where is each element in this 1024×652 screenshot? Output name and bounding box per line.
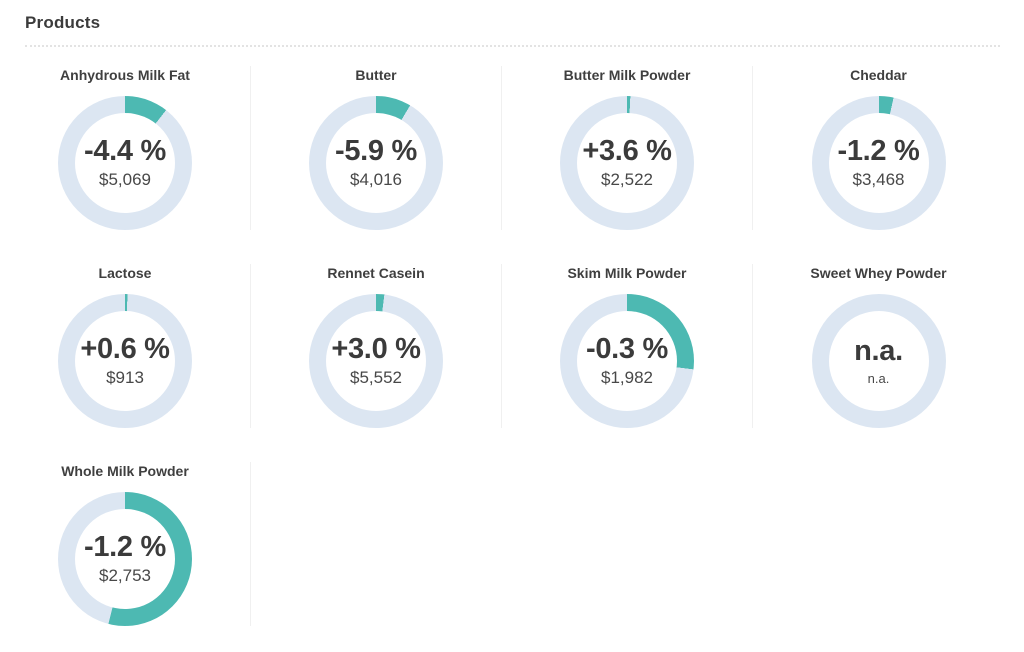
price-change-percent: -1.2 %: [837, 135, 920, 168]
average-price: $5,069: [99, 169, 151, 189]
average-price: $4,016: [350, 169, 402, 189]
donut-chart: +3.6 % $2,522: [560, 96, 694, 230]
product-card-whole-milk-powder[interactable]: Whole Milk Powder -1.2 % $2,753: [0, 462, 251, 626]
price-change-percent: -0.3 %: [585, 333, 668, 366]
donut-center: +3.6 % $2,522: [577, 113, 677, 213]
donut-center: -5.9 % $4,016: [326, 113, 426, 213]
product-name: Sweet Whey Powder: [810, 265, 947, 281]
product-name: Whole Milk Powder: [61, 463, 189, 479]
average-price: $3,468: [852, 169, 905, 189]
price-change-percent: -4.4 %: [83, 135, 166, 168]
product-card-skim-milk-powder[interactable]: Skim Milk Powder -0.3 % $1,982: [502, 264, 753, 428]
average-price: $5,552: [350, 367, 402, 387]
donut-chart: -4.4 % $5,069: [58, 96, 192, 230]
product-card-lactose[interactable]: Lactose +0.6 % $913: [0, 264, 251, 428]
product-card-rennet-casein[interactable]: Rennet Casein +3.0 % $5,552: [251, 264, 502, 428]
average-price: $913: [106, 367, 144, 387]
price-change-percent: -5.9 %: [334, 135, 417, 168]
donut-center: -4.4 % $5,069: [75, 113, 175, 213]
donut-center: +0.6 % $913: [75, 311, 175, 411]
price-change-percent: +3.0 %: [331, 333, 421, 366]
price-change-percent: n.a.: [854, 334, 903, 367]
product-name: Anhydrous Milk Fat: [60, 67, 190, 83]
donut-chart: -5.9 % $4,016: [309, 96, 443, 230]
products-grid: Anhydrous Milk Fat -4.4 % $5,069 Butter …: [0, 66, 1024, 626]
average-price: $1,982: [601, 367, 653, 387]
donut-center: -1.2 % $3,468: [828, 113, 929, 213]
product-name: Cheddar: [850, 67, 907, 83]
product-card-sweet-whey-powder[interactable]: Sweet Whey Powder n.a. n.a.: [753, 264, 1004, 428]
product-name: Lactose: [98, 265, 152, 281]
donut-chart: -1.2 % $3,468: [811, 96, 946, 230]
donut-chart: -1.2 % $2,753: [58, 492, 192, 626]
product-name: Butter Milk Powder: [563, 67, 691, 83]
product-name: Skim Milk Powder: [567, 265, 687, 281]
donut-chart: +3.0 % $5,552: [309, 294, 443, 428]
donut-center: n.a. n.a.: [828, 311, 929, 411]
product-name: Butter: [355, 67, 397, 83]
donut-chart: n.a. n.a.: [811, 294, 946, 428]
product-name: Rennet Casein: [327, 265, 425, 281]
price-change-percent: +0.6 %: [80, 333, 170, 366]
donut-center: -0.3 % $1,982: [577, 311, 677, 411]
donut-center: -1.2 % $2,753: [75, 509, 175, 609]
product-card-butter-milk-powder[interactable]: Butter Milk Powder +3.6 % $2,522: [502, 66, 753, 230]
page-title: Products: [25, 13, 101, 32]
price-change-percent: -1.2 %: [83, 531, 166, 564]
donut-chart: +0.6 % $913: [58, 294, 192, 428]
dotted-divider: [25, 45, 1000, 47]
product-card-cheddar[interactable]: Cheddar -1.2 % $3,468: [753, 66, 1004, 230]
product-card-anhydrous-milk-fat[interactable]: Anhydrous Milk Fat -4.4 % $5,069: [0, 66, 251, 230]
price-change-percent: +3.6 %: [582, 135, 672, 168]
product-card-butter[interactable]: Butter -5.9 % $4,016: [251, 66, 502, 230]
average-price: n.a.: [867, 371, 890, 387]
average-price: $2,522: [601, 169, 653, 189]
average-price: $2,753: [99, 565, 151, 585]
donut-chart: -0.3 % $1,982: [560, 294, 694, 428]
donut-center: +3.0 % $5,552: [326, 311, 426, 411]
